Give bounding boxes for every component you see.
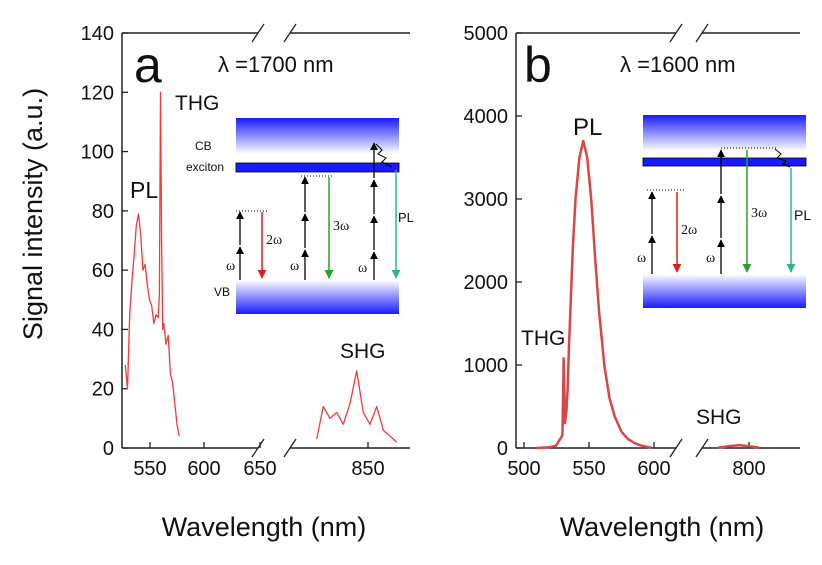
- panel-a-series-pl-thg-line: [124, 91, 180, 437]
- panel-b: 0 1000 2000 3000 4000 5000 500 550 600 800 b λ =…: [464, 23, 812, 542]
- panel-b-axes: [515, 23, 800, 458]
- panel-a-x-tick-label: 650: [243, 458, 276, 480]
- panel-b-x-axis-label: Wavelength (nm): [560, 512, 765, 542]
- panel-b-y-tick-label: 2000: [464, 272, 509, 294]
- panel-a-top-break-mark-2: [283, 23, 297, 43]
- panel-a-x-tick-label: 550: [133, 458, 166, 480]
- panel-b-y-tick-label: 5000: [464, 23, 509, 45]
- panel-b-relaxation-path: [774, 148, 791, 168]
- panel-b-x-tick-label: 800: [732, 458, 765, 480]
- panel-a-peak-label-shg: SHG: [340, 340, 386, 363]
- panel-b-peak-label-thg: THG: [521, 327, 565, 350]
- panel-b-inset-diagram: ω 2ω ω 3ω PL: [637, 115, 811, 308]
- panel-b-y-tick-label: 0: [497, 438, 508, 460]
- panel-a-vb-band: [236, 280, 399, 314]
- panel-a-bottom-break-mark-2: [283, 438, 297, 458]
- panel-a-wavelength-annotation: λ =1700 nm: [218, 52, 334, 77]
- panel-a-cb-label: CB: [195, 139, 212, 153]
- panel-a-y-tick-label: 120: [81, 82, 114, 104]
- panel-b-x-tick-label: 600: [637, 458, 670, 480]
- panel-a-y-tick-label: 100: [81, 142, 114, 164]
- panel-b-y-tick-label: 1000: [464, 355, 509, 377]
- panel-a-x-axis-label: Wavelength (nm): [162, 512, 367, 542]
- panel-b-omega-label-1: ω: [637, 251, 646, 266]
- panel-a-exciton-label: exciton: [186, 160, 224, 174]
- panel-b-series-pl-thg-line: [536, 139, 652, 450]
- panel-b-exciton-level: [642, 157, 807, 167]
- panel-b-2omega-label: 2ω: [681, 223, 697, 238]
- panel-b-series: [536, 139, 760, 450]
- panel-a-axes: [121, 23, 410, 458]
- panel-a-x-tick-label: 850: [351, 458, 384, 480]
- panel-a-bottom-break-mark-1: [251, 438, 265, 458]
- panel-b-peak-label-shg: SHG: [696, 406, 742, 429]
- panel-a-y-tick-label: 40: [92, 319, 114, 341]
- panel-b-pl-inset-label: PL: [794, 207, 811, 223]
- panel-a-pl-inset-label: PL: [398, 210, 414, 225]
- panel-b-x-ticks: 500 550 600 800: [507, 442, 766, 480]
- panel-b-bottom-break-mark-1: [669, 438, 683, 458]
- panel-a-y-tick-label: 80: [92, 201, 114, 223]
- panel-a-peak-label-thg: THG: [175, 92, 219, 115]
- panel-a-y-tick-label: 20: [92, 379, 114, 401]
- panel-b-top-break-mark-1: [669, 23, 683, 43]
- panel-a-series: [124, 91, 398, 443]
- panel-b-x-tick-label: 500: [507, 458, 540, 480]
- panel-b-x-tick-label: 550: [572, 458, 605, 480]
- panel-b-y-ticks: 0 1000 2000 3000 4000 5000: [464, 23, 522, 460]
- panel-a-top-break-mark-1: [251, 23, 265, 43]
- panel-a-inset-diagram: CB exciton VB ω 2ω ω 3ω ω: [186, 118, 414, 314]
- panel-b-wavelength-annotation: λ =1600 nm: [620, 52, 736, 77]
- panel-a-y-tick-label: 60: [92, 260, 114, 282]
- panel-b-y-tick-label: 3000: [464, 189, 509, 211]
- panel-b-3omega-label: 3ω: [751, 206, 767, 221]
- panel-b-vb-band: [643, 274, 806, 308]
- panel-a-label: a: [134, 37, 162, 93]
- panel-b-label: b: [524, 37, 552, 93]
- y-axis-label: Signal intensity (a.u.): [18, 88, 48, 340]
- panel-a-peak-label-pl: PL: [130, 177, 158, 203]
- panel-a-y-tick-label: 140: [81, 23, 114, 45]
- panel-a-x-tick-label: 600: [187, 458, 220, 480]
- panel-a-3omega-label: 3ω: [333, 219, 349, 234]
- panel-a-exciton-level: [235, 162, 400, 173]
- panel-a-2omega-label: 2ω: [266, 233, 282, 248]
- panel-b-y-tick-label: 4000: [464, 106, 509, 128]
- panel-b-top-break-mark-2: [695, 23, 709, 43]
- panel-b-peak-label-pl: PL: [573, 114, 602, 141]
- panel-b-series-shg-line: [718, 443, 760, 449]
- panel-a-omega-label-3: ω: [358, 261, 367, 276]
- panel-a-y-tick-label: 0: [103, 438, 114, 460]
- panel-a: 0 20 40 60 80 100 120 140 550 600 650 850 a λ =170…: [81, 23, 414, 542]
- panel-a-omega-label-1: ω: [226, 259, 235, 274]
- panel-a-y-ticks: 0 20 40 60 80 100 120 140: [81, 23, 128, 460]
- panel-b-omega-label-2: ω: [706, 251, 715, 266]
- panel-a-vb-label: VB: [214, 285, 230, 299]
- panel-a-series-shg-line: [316, 370, 398, 443]
- panel-b-bottom-break-mark-2: [695, 438, 709, 458]
- panel-a-omega-label-2: ω: [290, 259, 299, 274]
- panel-a-x-ticks: 550 600 650 850: [133, 442, 385, 480]
- panel-a-relaxation-path: [375, 143, 393, 168]
- panel-b-cb-band: [643, 115, 806, 151]
